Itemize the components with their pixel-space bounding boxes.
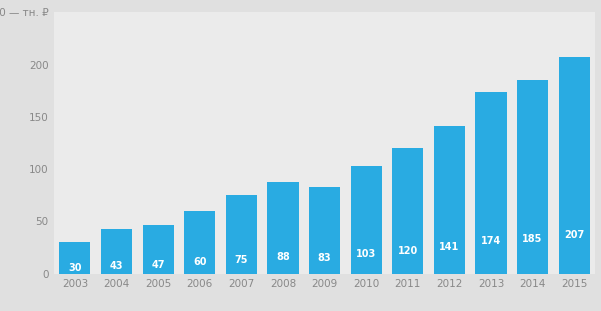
Text: 75: 75 xyxy=(234,255,248,265)
Bar xyxy=(558,57,590,274)
Text: 174: 174 xyxy=(481,236,501,246)
Bar xyxy=(517,80,548,274)
Text: 83: 83 xyxy=(318,253,331,263)
Bar xyxy=(350,166,382,274)
Text: 141: 141 xyxy=(439,242,460,252)
Bar xyxy=(142,225,174,274)
Bar xyxy=(475,92,507,274)
Bar xyxy=(434,126,465,274)
Bar xyxy=(309,187,340,274)
Text: 60: 60 xyxy=(193,258,207,267)
Bar xyxy=(226,195,257,274)
Text: 47: 47 xyxy=(151,260,165,270)
Text: 207: 207 xyxy=(564,230,584,240)
Text: 120: 120 xyxy=(398,246,418,256)
Text: 103: 103 xyxy=(356,249,376,259)
Bar xyxy=(392,148,423,274)
Bar xyxy=(184,211,215,274)
Text: 43: 43 xyxy=(110,261,123,271)
Bar xyxy=(267,182,299,274)
Bar xyxy=(101,229,132,274)
Text: 185: 185 xyxy=(522,234,543,244)
Text: 88: 88 xyxy=(276,252,290,262)
Bar xyxy=(59,242,91,274)
Text: 30: 30 xyxy=(68,263,82,273)
